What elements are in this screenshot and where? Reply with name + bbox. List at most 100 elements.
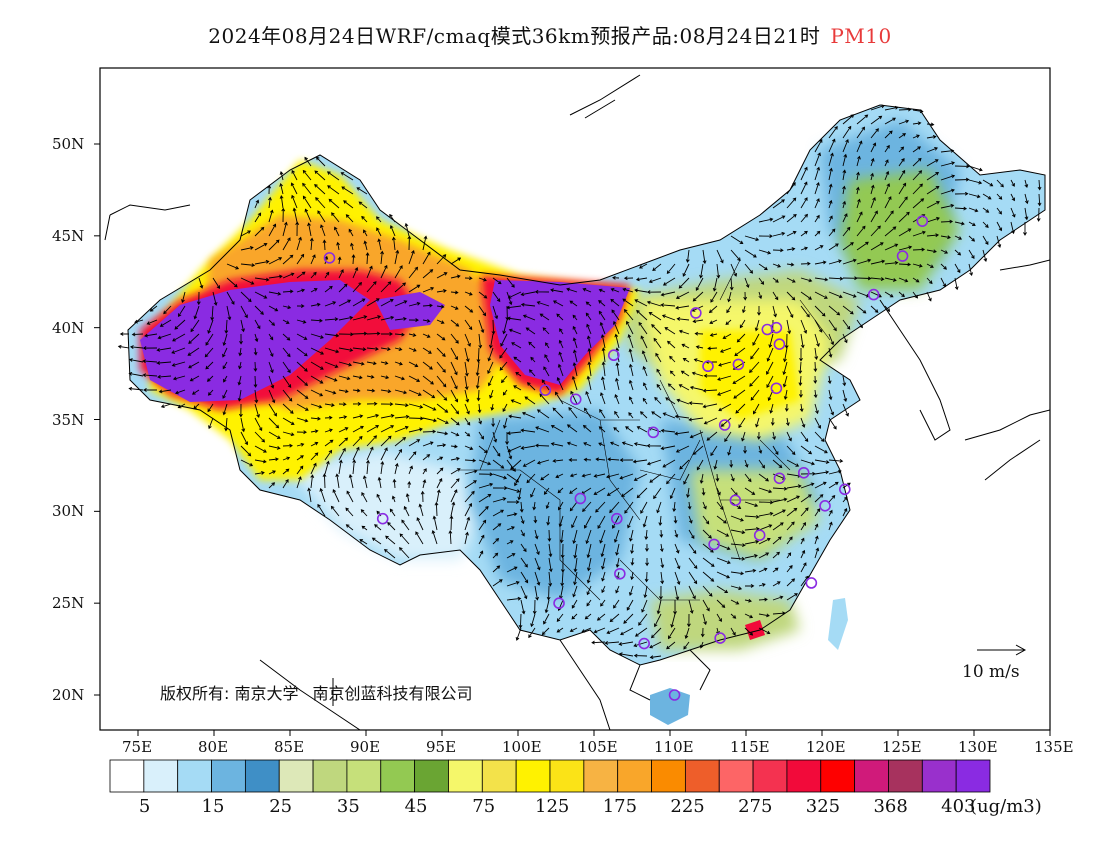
wind-arrow <box>744 613 754 619</box>
wind-arrow <box>681 343 690 349</box>
wind-arrow <box>982 249 988 262</box>
wind-arrow <box>758 291 763 300</box>
wind-arrow <box>675 291 690 299</box>
wind-arrow <box>408 389 422 396</box>
region-red-spot-south <box>745 620 765 640</box>
wind-arrow <box>736 333 746 343</box>
wind-arrow <box>870 196 876 209</box>
wind-arrow <box>394 436 407 447</box>
wind-arrow <box>296 375 309 386</box>
wind-arrow <box>669 370 676 377</box>
wind-arrow <box>584 613 592 620</box>
wind-arrow <box>544 599 550 614</box>
wind-arrow <box>732 375 746 384</box>
wind-arrow <box>240 230 252 237</box>
wind-arrow <box>324 439 334 447</box>
wind-arrow <box>556 377 564 391</box>
wind-arrow <box>633 442 648 447</box>
wind-arrow <box>282 305 292 310</box>
wind-arrow <box>515 627 522 641</box>
lon-label: 130E <box>958 738 998 756</box>
wind-arrow <box>716 263 721 279</box>
wind-arrow <box>669 487 676 500</box>
wind-arrow <box>702 613 708 626</box>
wind-arrow <box>656 368 662 377</box>
wind-arrow <box>772 248 784 253</box>
wind-arrow <box>601 361 606 377</box>
wind-arrow <box>158 389 172 394</box>
lat-label: 25N <box>52 594 85 613</box>
wind-arrow <box>422 251 431 265</box>
wind-arrow <box>510 399 522 405</box>
wind-arrow <box>322 473 327 489</box>
wind-arrow <box>189 375 200 382</box>
wind-arrow <box>898 169 906 181</box>
wind-arrow <box>475 361 480 377</box>
wind-arrow <box>744 540 760 545</box>
wind-arrow <box>408 451 417 461</box>
wind-arrow <box>672 501 677 513</box>
map-border <box>99 67 1051 731</box>
wind-arrow <box>333 226 340 237</box>
wind-arrow <box>304 156 312 167</box>
wind-arrow <box>506 540 514 545</box>
lat-label: 40N <box>52 318 85 337</box>
wind-arrow <box>828 494 836 503</box>
wind-arrow <box>408 318 419 323</box>
wind-arrow <box>982 193 992 200</box>
wind-arrow <box>593 627 606 634</box>
station-marker <box>614 567 626 580</box>
wind-arrow <box>800 417 806 428</box>
station-marker <box>819 500 831 512</box>
wind-arrow <box>478 494 492 503</box>
wind-arrow <box>688 515 693 524</box>
colorbar-swatch <box>109 759 145 793</box>
wind-arrow <box>744 487 756 495</box>
wind-arrow <box>668 627 676 640</box>
lon-label: 95E <box>426 738 457 756</box>
wind-arrow <box>758 627 771 635</box>
wind-arrow <box>674 571 681 586</box>
wind-arrow <box>898 146 905 153</box>
wind-arrow <box>534 543 540 556</box>
wind-arrow <box>646 459 662 466</box>
wind-arrow <box>940 249 949 254</box>
wind-arrow <box>828 403 835 416</box>
wind-arrow <box>408 375 421 382</box>
wind-arrow <box>254 259 270 265</box>
wind-arrow <box>688 543 697 555</box>
wind-arrow <box>328 198 340 209</box>
wind-arrow <box>317 503 326 517</box>
wind-arrow <box>800 445 813 455</box>
wind-arrow <box>694 331 704 336</box>
wind-arrow <box>489 333 494 349</box>
wind-arrow <box>436 361 446 373</box>
wind-arrow <box>282 468 290 475</box>
wind-arrow <box>674 431 690 436</box>
wind-arrow <box>196 291 201 306</box>
wind-arrow <box>710 445 718 457</box>
wind-arrow <box>500 375 508 384</box>
wind-arrow <box>653 613 662 628</box>
wind-arrow <box>660 303 676 307</box>
wind-arrow <box>702 515 710 525</box>
wind-arrow <box>142 373 158 378</box>
wind-arrow <box>499 347 508 359</box>
wind-arrow <box>330 505 340 517</box>
wind-arrow <box>464 291 473 296</box>
wind-arrow <box>557 487 564 494</box>
wind-arrow <box>279 195 284 209</box>
wind-arrow <box>662 277 676 286</box>
coastline-korea <box>879 299 951 441</box>
wind-arrow <box>394 462 399 475</box>
wind-arrow <box>559 328 564 335</box>
wind-arrow <box>348 228 354 237</box>
wind-arrow <box>380 264 388 279</box>
wind-arrow <box>487 375 494 387</box>
wind-arrow <box>639 411 648 419</box>
wind-arrow <box>595 457 606 462</box>
wind-arrow <box>296 304 305 308</box>
colorbar-swatch <box>143 759 179 793</box>
wind-arrow <box>352 315 368 321</box>
wind-arrow <box>363 229 368 237</box>
